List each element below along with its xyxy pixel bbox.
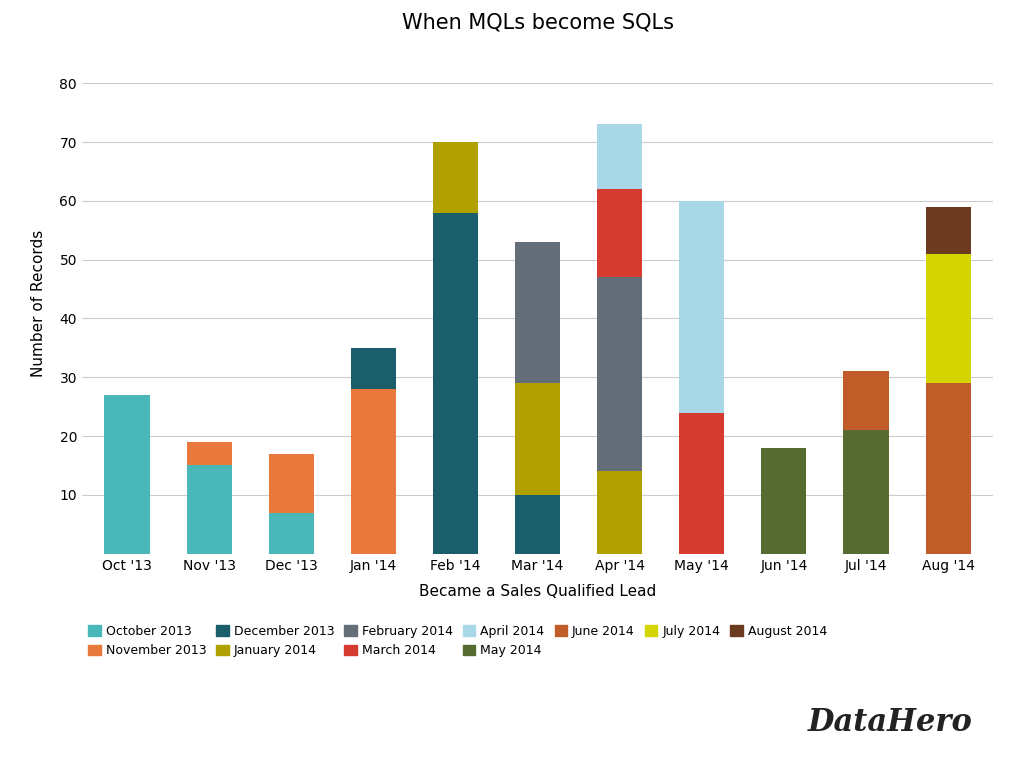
Bar <box>186 465 231 554</box>
Title: When MQLs become SQLs: When MQLs become SQLs <box>401 13 674 33</box>
Bar <box>186 442 231 465</box>
Bar <box>433 142 478 212</box>
Bar <box>433 212 478 554</box>
Legend: October 2013, November 2013, December 2013, January 2014, February 2014, March 2: October 2013, November 2013, December 20… <box>88 625 827 657</box>
Bar <box>597 471 642 554</box>
Bar <box>679 412 724 554</box>
Text: DataHero: DataHero <box>808 707 973 738</box>
Bar <box>926 383 971 554</box>
Bar <box>351 348 396 389</box>
Bar <box>844 371 889 430</box>
Bar <box>515 495 560 554</box>
Bar <box>597 125 642 189</box>
Bar <box>515 242 560 383</box>
Bar <box>104 395 150 554</box>
Bar <box>597 189 642 278</box>
Bar <box>679 201 724 412</box>
Bar <box>515 383 560 495</box>
Bar <box>351 389 396 554</box>
Bar <box>926 207 971 254</box>
Bar <box>268 512 314 554</box>
Bar <box>844 430 889 554</box>
Bar <box>268 454 314 512</box>
Bar <box>761 448 807 554</box>
Bar <box>926 254 971 383</box>
Y-axis label: Number of Records: Number of Records <box>31 230 45 378</box>
X-axis label: Became a Sales Qualified Lead: Became a Sales Qualified Lead <box>419 584 656 598</box>
Bar <box>597 278 642 471</box>
